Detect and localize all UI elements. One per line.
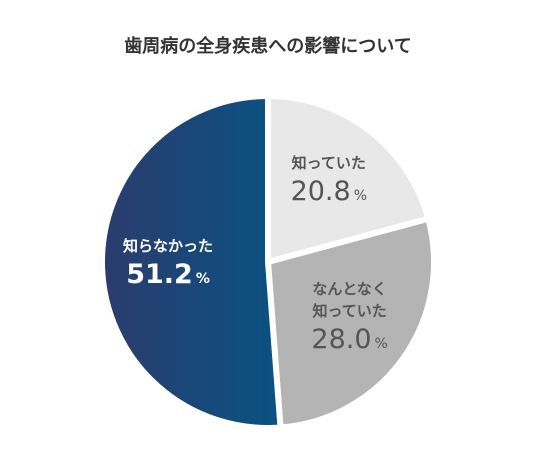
pie-slice: [264, 215, 437, 431]
slice-label: なんとなく 知っていた 28.0%: [311, 278, 387, 362]
value-unit: %: [195, 270, 210, 287]
slice-label: 知らなかった 51.2%: [123, 235, 213, 297]
value-label: 51.2: [126, 258, 193, 290]
value-row: 51.2%: [123, 257, 213, 297]
value-unit: %: [374, 335, 388, 352]
category-label: 知っていた: [291, 153, 366, 172]
slice-label: 知っていた 20.8%: [291, 152, 367, 214]
pie-slice: [265, 92, 432, 266]
chart-title: 歯周病の全身疾患への影響について: [124, 35, 411, 57]
value-label: 20.8: [290, 175, 351, 207]
category-label: 知らなかった: [123, 236, 214, 255]
pie-slice: [99, 92, 284, 431]
value-row: 20.8%: [291, 174, 367, 214]
value-row: 28.0%: [311, 322, 387, 362]
category-label: なんとなく 知っていた: [312, 279, 387, 320]
value-unit: %: [353, 187, 367, 204]
value-label: 28.0: [311, 323, 372, 355]
